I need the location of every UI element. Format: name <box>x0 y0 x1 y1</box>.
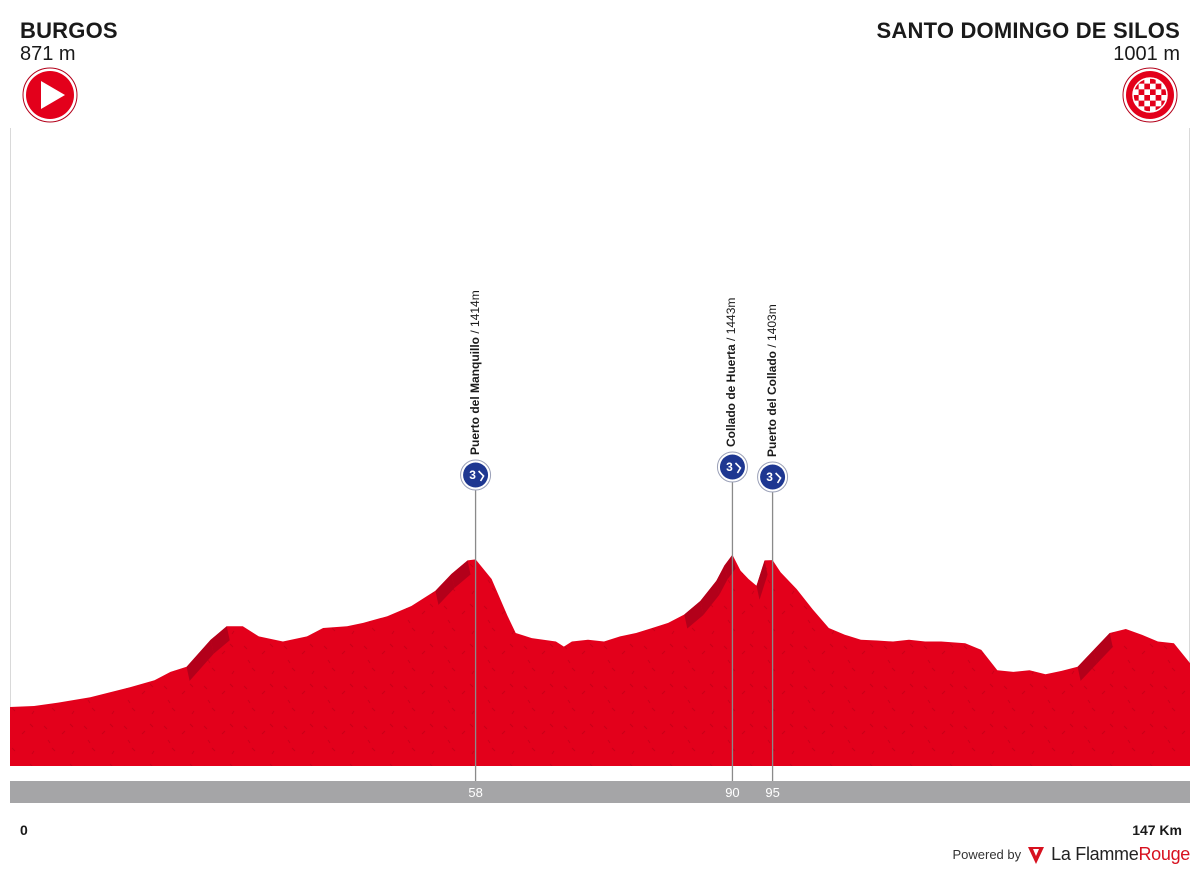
finish-altitude: 1001 m <box>1113 43 1180 65</box>
flame-logo-icon <box>1028 846 1045 864</box>
climb-name: Puerto del Manquillo <box>467 336 482 455</box>
right-frame-line <box>1189 128 1190 768</box>
road-strip <box>10 766 1190 780</box>
distance-end-label: 147 Km <box>1132 822 1182 838</box>
climb-face-shading <box>756 560 768 600</box>
climb-face-shading <box>1093 633 1113 664</box>
footer-branding: Powered by La FlammeRouge <box>952 844 1190 865</box>
climb-km-label: 95 <box>765 785 780 800</box>
climb-category-icon: 3 <box>460 459 492 491</box>
climb-category-icon: 3 <box>716 451 748 483</box>
climb-category-label: 3 <box>766 470 773 484</box>
climb-altitude: / 1414m <box>467 290 482 337</box>
climb-face-shading <box>684 600 704 629</box>
finish-flag-icon <box>1122 67 1178 123</box>
brand-name-main: La Flamme <box>1051 844 1139 864</box>
left-frame-line <box>10 128 11 768</box>
profile-area <box>10 554 1190 766</box>
climb-face-shading <box>210 626 230 654</box>
climb-km-label: 58 <box>468 785 483 800</box>
climb-name-label: Puerto del Manquillo / 1414m <box>468 290 482 455</box>
powered-by-text: Powered by <box>952 847 1022 862</box>
brand-name-accent: Rouge <box>1138 844 1190 864</box>
climb-category-label: 3 <box>469 468 476 482</box>
climb-category-label: 3 <box>726 460 733 474</box>
climb-face-shading <box>716 565 728 595</box>
climb-altitude: / 1443m <box>724 297 739 345</box>
climb-altitude: / 1403m <box>764 304 779 351</box>
climb-name: Collado de Huerta <box>724 344 739 447</box>
climb-name: Puerto del Collado <box>764 350 779 457</box>
climb-category-icon: 3 <box>757 461 789 493</box>
climb-face-shading <box>435 573 455 605</box>
finish-city: SANTO DOMINGO DE SILOS <box>876 18 1180 43</box>
climb-face-shading <box>451 560 471 588</box>
start-altitude: 871 m <box>20 43 76 65</box>
climb-km-label: 90 <box>725 785 740 800</box>
climb-name-label: Puerto del Collado / 1403m <box>765 304 779 457</box>
km-bar <box>10 781 1190 803</box>
distance-start-label: 0 <box>20 822 28 838</box>
brand-name: La FlammeRouge <box>1051 844 1190 865</box>
climb-face-shading <box>186 639 214 681</box>
start-city: BURGOS <box>20 18 118 43</box>
climb-face-shading <box>700 580 720 615</box>
climb-name-label: Collado de Huerta / 1443m <box>724 298 738 447</box>
climb-face-shading <box>1077 649 1097 681</box>
start-flag-icon <box>22 67 78 123</box>
